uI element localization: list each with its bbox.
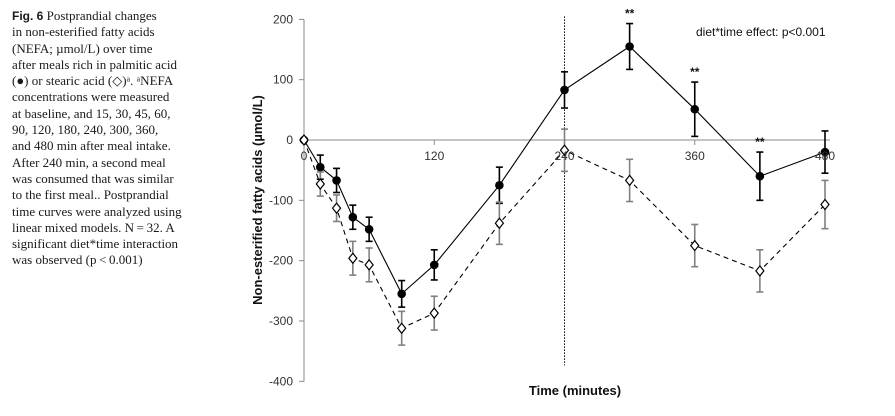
caption-line: After 240 min, a second meal	[12, 154, 166, 170]
data-point	[364, 224, 374, 234]
data-point	[820, 147, 830, 157]
x-tick-label: 480	[815, 149, 835, 163]
figure-caption: Fig. 6 Postprandial changes in non-esteri…	[12, 8, 230, 269]
data-point	[332, 176, 341, 185]
chart-marks	[299, 22, 830, 346]
y-tick-label: -200	[269, 254, 293, 268]
caption-line: (NEFA; µmol/L) over time	[12, 40, 153, 56]
data-point	[348, 252, 358, 265]
figure-label: Fig. 6	[12, 9, 44, 23]
y-tick-label: 200	[273, 12, 293, 26]
caption-line: Postprandial changes	[46, 8, 157, 23]
caption-line: was consumed that was similar	[12, 170, 174, 186]
y-axis-title: Non-esterified fatty acids (µmol/L)	[250, 95, 265, 305]
data-point	[396, 322, 407, 335]
data-point	[689, 239, 700, 252]
caption-line: after meals rich in palmitic acid	[12, 56, 177, 72]
y-tick-label: -400	[269, 374, 293, 388]
caption-line: 90, 120, 180, 240, 300, 360,	[12, 122, 159, 138]
data-point	[397, 289, 406, 299]
data-point	[755, 171, 765, 181]
data-point	[315, 162, 325, 172]
caption-line: at baseline, and 15, 30, 45, 60,	[12, 105, 171, 121]
caption-line: significant diet*time interaction	[12, 236, 179, 252]
data-point	[348, 212, 358, 222]
x-tick-label: 0	[301, 149, 308, 163]
significance-mark: **	[755, 135, 765, 149]
caption-line: was observed (p < 0.001)	[12, 252, 143, 268]
y-tick-label: -300	[269, 314, 293, 328]
data-point	[560, 85, 569, 95]
caption-line: concentrations were measured	[12, 89, 170, 105]
data-point	[690, 104, 700, 114]
significance-mark: **	[625, 7, 635, 21]
data-point	[364, 258, 374, 271]
data-point	[559, 144, 570, 157]
data-point	[625, 42, 634, 51]
data-point	[299, 134, 309, 146]
diet-time-annotation: diet*time effect: p<0.001	[696, 25, 826, 39]
data-point	[429, 307, 440, 320]
caption-text: Postprandial changes in non-esterified fa…	[12, 8, 182, 267]
caption-line: linear mixed models. N = 32. A	[12, 219, 175, 235]
caption-line: time curves were analyzed using	[12, 203, 182, 219]
chart-labels: -400 -300 -200 -100 0 100 200 0 120 240 360 480 Time…	[250, 7, 835, 398]
data-point	[624, 174, 635, 187]
x-tick-label: 120	[424, 149, 444, 163]
data-point	[495, 180, 504, 190]
caption-line: in non-esterified fatty acids	[12, 24, 155, 40]
y-tick-label: 100	[273, 73, 293, 87]
data-point	[315, 178, 326, 191]
caption-line: (●) or stearic acid (◇)ᵃ. ᵃNEFA	[12, 73, 174, 89]
y-tick-label: 0	[286, 133, 293, 147]
x-tick-label: 240	[554, 149, 574, 163]
data-point	[755, 264, 765, 277]
y-tick-label: -100	[269, 193, 293, 207]
data-point	[429, 260, 439, 270]
x-axis-title: Time (minutes)	[529, 383, 621, 398]
data-point	[331, 202, 342, 215]
x-tick-label: 360	[685, 149, 705, 163]
data-point	[820, 198, 830, 211]
data-point	[494, 217, 505, 230]
caption-line: to the first meal.. Postprandial	[12, 187, 169, 203]
caption-line: and 480 min after meal intake.	[12, 138, 171, 154]
significance-mark: **	[690, 65, 700, 79]
